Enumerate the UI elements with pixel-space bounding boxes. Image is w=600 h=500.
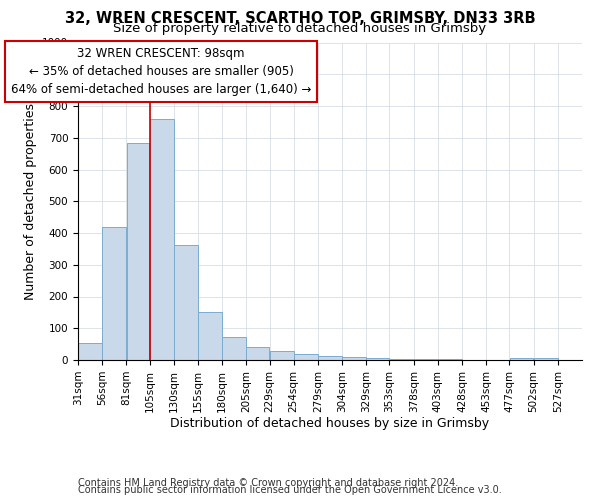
Bar xyxy=(247,348,269,360)
Bar xyxy=(367,358,389,360)
Bar xyxy=(269,351,293,360)
Text: Contains HM Land Registry data © Crown copyright and database right 2024.: Contains HM Land Registry data © Crown c… xyxy=(78,478,458,488)
Bar xyxy=(438,359,462,360)
Bar xyxy=(414,359,438,360)
Text: 32, WREN CRESCENT, SCARTHO TOP, GRIMSBY, DN33 3RB: 32, WREN CRESCENT, SCARTHO TOP, GRIMSBY,… xyxy=(65,11,535,26)
Bar xyxy=(78,344,102,360)
Bar xyxy=(127,142,149,360)
Bar xyxy=(294,354,318,360)
Bar xyxy=(174,245,198,360)
Text: 32 WREN CRESCENT: 98sqm
← 35% of detached houses are smaller (905)
64% of semi-d: 32 WREN CRESCENT: 98sqm ← 35% of detache… xyxy=(11,48,311,96)
Text: Contains public sector information licensed under the Open Government Licence v3: Contains public sector information licen… xyxy=(78,485,502,495)
Bar xyxy=(389,359,413,360)
Bar xyxy=(222,337,246,360)
Bar xyxy=(509,358,533,360)
Bar xyxy=(103,226,126,360)
Bar xyxy=(150,118,173,360)
Text: Size of property relative to detached houses in Grimsby: Size of property relative to detached ho… xyxy=(113,22,487,35)
X-axis label: Distribution of detached houses by size in Grimsby: Distribution of detached houses by size … xyxy=(170,418,490,430)
Y-axis label: Number of detached properties: Number of detached properties xyxy=(23,103,37,300)
Bar xyxy=(198,312,222,360)
Bar xyxy=(342,357,366,360)
Bar xyxy=(318,356,342,360)
Bar xyxy=(534,358,557,360)
